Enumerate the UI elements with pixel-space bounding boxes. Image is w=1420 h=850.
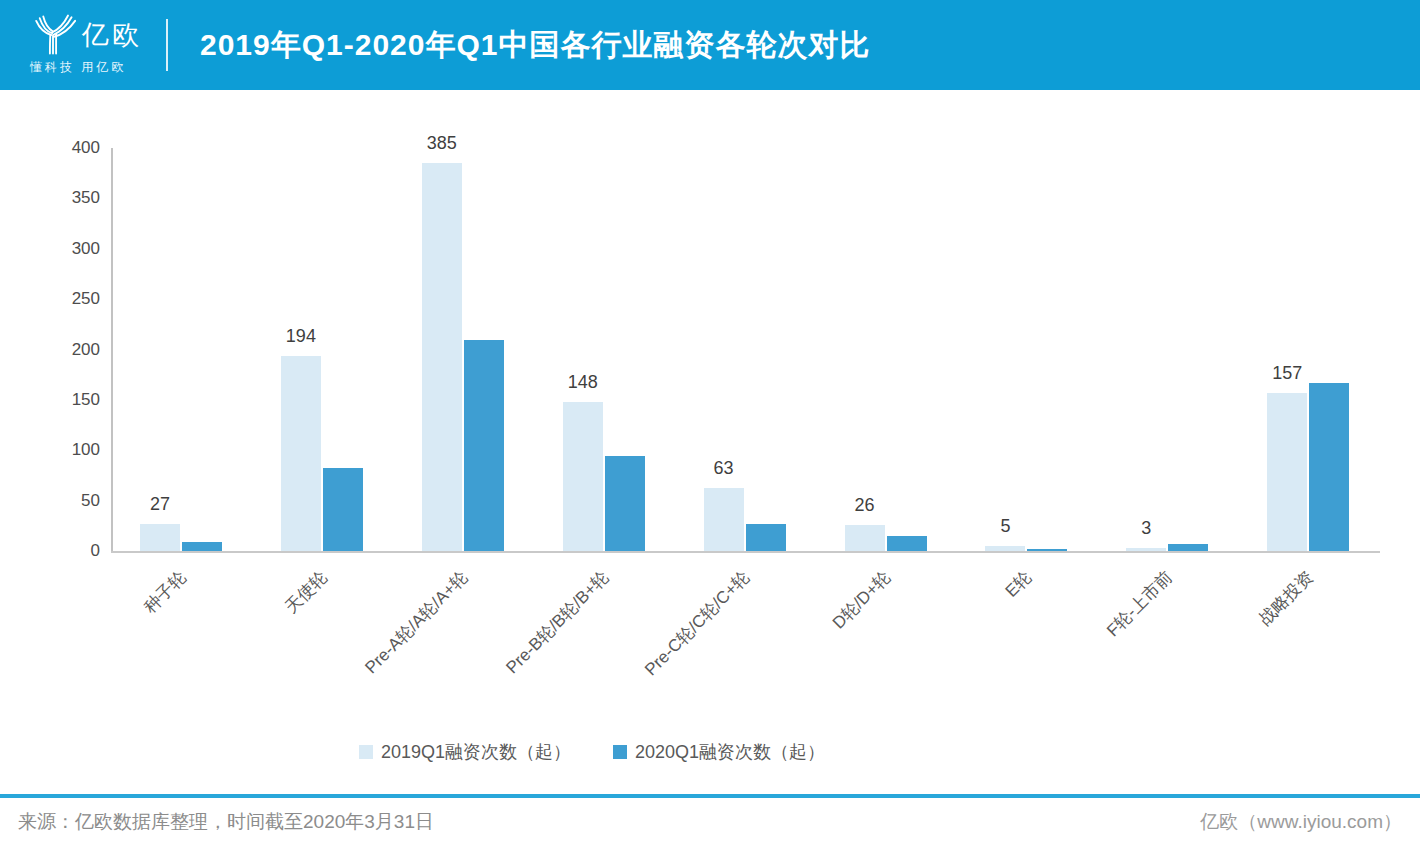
bar-2020 — [464, 340, 504, 551]
data-label: 27 — [120, 494, 200, 515]
logo-wordmark: 亿欧 — [82, 17, 142, 53]
y-tick-label: 400 — [0, 137, 100, 159]
y-tick-label: 150 — [0, 389, 100, 411]
data-label: 26 — [825, 495, 905, 516]
iyiou-logo-icon — [30, 14, 76, 56]
data-label: 148 — [543, 372, 623, 393]
x-axis-line — [111, 551, 1380, 553]
legend-swatch-2020 — [613, 745, 627, 759]
infographic-page: 亿欧 懂科技 用亿欧 2019年Q1-2020年Q1中国各行业融资各轮次对比 2… — [0, 0, 1420, 850]
bar-2020 — [1309, 383, 1349, 551]
bar-2020 — [1168, 544, 1208, 551]
data-label: 157 — [1247, 363, 1327, 384]
bar-2019 — [422, 163, 462, 551]
legend-swatch-2019 — [359, 745, 373, 759]
header-divider — [166, 19, 168, 71]
logo-tagline: 懂科技 用亿欧 — [30, 59, 126, 76]
bar-2020 — [746, 524, 786, 551]
x-category-label: 战略投资 — [1042, 566, 1302, 586]
header-bar: 亿欧 懂科技 用亿欧 2019年Q1-2020年Q1中国各行业融资各轮次对比 — [0, 0, 1420, 90]
data-label: 63 — [684, 458, 764, 479]
bar-2019 — [985, 546, 1025, 551]
legend-label-2019: 2019Q1融资次数（起） — [381, 740, 571, 764]
bar-2019 — [1267, 393, 1307, 551]
bar-chart: 2019Q1融资次数（起） 2020Q1融资次数（起） 0 50 100 150 200… — [0, 90, 1420, 794]
y-tick-label: 250 — [0, 288, 100, 310]
y-tick-label: 300 — [0, 238, 100, 260]
page-title: 2019年Q1-2020年Q1中国各行业融资各轮次对比 — [200, 25, 871, 66]
y-tick-label: 50 — [0, 490, 100, 512]
y-tick-label: 200 — [0, 339, 100, 361]
bar-2020 — [323, 468, 363, 551]
iyiou-logo: 亿欧 懂科技 用亿欧 — [30, 14, 142, 76]
bar-2019 — [140, 524, 180, 551]
source-note: 来源：亿欧数据库整理，时间截至2020年3月31日 — [18, 809, 434, 835]
chart-legend: 2019Q1融资次数（起） 2020Q1融资次数（起） — [0, 740, 1302, 764]
data-label: 3 — [1106, 518, 1186, 539]
logo-row: 亿欧 — [30, 14, 142, 56]
bar-2019 — [845, 525, 885, 551]
footer-bar: 来源：亿欧数据库整理，时间截至2020年3月31日 亿欧（www.iyiou.c… — [0, 794, 1420, 846]
bar-2019 — [281, 356, 321, 551]
bar-2019 — [704, 488, 744, 551]
legend-item-2019: 2019Q1融资次数（起） — [359, 740, 571, 764]
y-tick-label: 100 — [0, 439, 100, 461]
bar-2020 — [1027, 549, 1067, 551]
brand-note: 亿欧（www.iyiou.com） — [1200, 809, 1402, 835]
data-label: 194 — [261, 326, 341, 347]
data-label: 5 — [965, 516, 1045, 537]
y-tick-label: 0 — [0, 540, 100, 562]
y-axis-line — [111, 148, 113, 551]
legend-item-2020: 2020Q1融资次数（起） — [613, 740, 825, 764]
bar-2020 — [605, 456, 645, 551]
bar-2020 — [182, 542, 222, 551]
y-tick-label: 350 — [0, 187, 100, 209]
bar-2020 — [887, 536, 927, 551]
data-label: 385 — [402, 133, 482, 154]
bar-2019 — [563, 402, 603, 551]
bar-2019 — [1126, 548, 1166, 551]
legend-label-2020: 2020Q1融资次数（起） — [635, 740, 825, 764]
